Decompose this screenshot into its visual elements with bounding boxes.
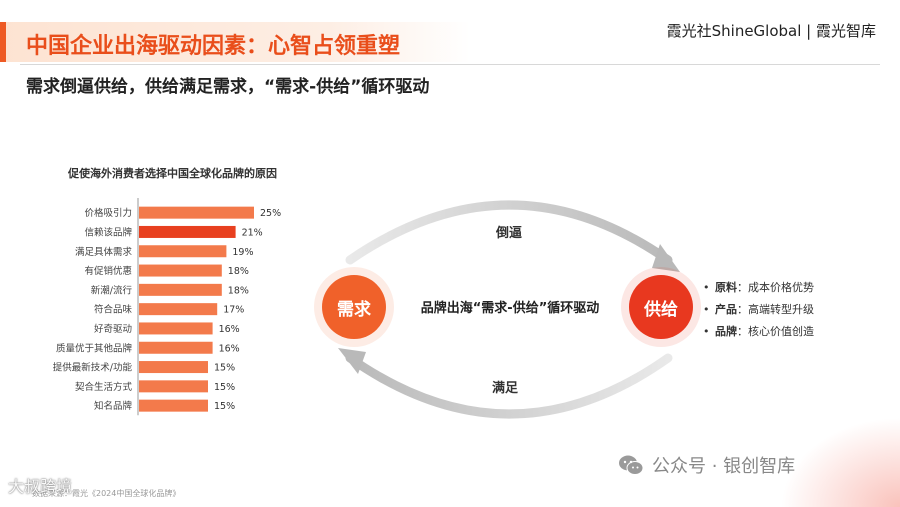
category-label: 符合品味 bbox=[94, 304, 133, 316]
bar bbox=[139, 206, 254, 219]
category-label: 新潮/流行 bbox=[91, 284, 133, 296]
category-label: 价格吸引力 bbox=[84, 207, 132, 219]
value-label: 21% bbox=[242, 227, 263, 238]
bar bbox=[139, 225, 236, 238]
category-label: 质量优于其他品牌 bbox=[56, 342, 133, 354]
category-label: 信赖该品牌 bbox=[84, 226, 132, 238]
value-label: 19% bbox=[232, 247, 253, 258]
bar bbox=[139, 303, 218, 316]
supply-point: • 原料：成本价格优势 bbox=[703, 281, 814, 294]
top-arrow-label: 倒逼 bbox=[496, 226, 523, 241]
category-label: 满足具体需求 bbox=[75, 246, 133, 258]
demand-supply-cycle: 需求 供给 品牌出海“需求-供给”循环驱动 倒逼 满足 bbox=[300, 180, 720, 440]
value-label: 15% bbox=[214, 401, 235, 412]
value-label: 18% bbox=[228, 266, 249, 277]
category-label: 契合生活方式 bbox=[75, 381, 133, 393]
bottom-arrow-label: 满足 bbox=[492, 381, 519, 396]
bar bbox=[139, 283, 222, 296]
cycle-center-label: 品牌出海“需求-供给”循环驱动 bbox=[420, 301, 600, 316]
bottom-arc-arrow bbox=[345, 353, 673, 419]
value-label: 18% bbox=[228, 285, 249, 296]
category-label: 提供最新技术/功能 bbox=[53, 362, 133, 374]
value-label: 15% bbox=[214, 363, 235, 374]
value-label: 25% bbox=[260, 208, 281, 219]
data-source-note: 数据来源：霞光《2024中国全球化品牌》 bbox=[32, 489, 181, 498]
bar bbox=[139, 322, 213, 335]
bar bbox=[139, 361, 208, 374]
supply-circle: 供给 bbox=[629, 275, 693, 339]
top-arrow-head bbox=[652, 244, 680, 272]
title-banner bbox=[0, 22, 470, 62]
value-label: 16% bbox=[219, 343, 240, 354]
corner-decoration bbox=[780, 417, 900, 507]
header-divider bbox=[20, 64, 880, 65]
bar bbox=[139, 264, 222, 277]
bar bbox=[139, 341, 213, 354]
value-label: 16% bbox=[219, 324, 240, 335]
chart-title: 促使海外消费者选择中国全球化品牌的原因 bbox=[68, 167, 277, 180]
watermark-right: 公众号 · 银创智库 bbox=[618, 452, 795, 478]
title-accent-bar bbox=[0, 22, 6, 62]
page-subtitle: 需求倒逼供给，供给满足需求，“需求-供给”循环驱动 bbox=[26, 77, 430, 97]
top-arc-arrow bbox=[345, 200, 673, 265]
cycle-arrows bbox=[338, 200, 680, 419]
supply-point: • 品牌：核心价值创造 bbox=[703, 325, 814, 338]
category-label: 好奇驱动 bbox=[94, 323, 132, 335]
page-title: 中国企业出海驱动因素：心智占领重塑 bbox=[26, 34, 401, 59]
brand-logo-text: 霞光社ShineGlobal | 霞光智库 bbox=[666, 22, 876, 40]
supply-point: • 产品：高端转型升级 bbox=[703, 303, 814, 316]
watermark-left: 大叔跨境 bbox=[8, 477, 73, 496]
value-label: 15% bbox=[214, 382, 235, 393]
category-label: 有促销优惠 bbox=[84, 265, 132, 277]
bottom-arrow-head bbox=[338, 348, 366, 374]
bar-chart: 价格吸引力 25% 信赖该品牌 21% 满足具体需求 19% 有促销优惠 18% 新潮/流行 18… bbox=[53, 198, 281, 416]
bar bbox=[139, 380, 208, 393]
category-label: 知名品牌 bbox=[94, 400, 133, 412]
demand-circle: 需求 bbox=[322, 275, 386, 339]
bar bbox=[139, 245, 227, 258]
value-label: 17% bbox=[223, 305, 244, 316]
supply-points-list: • 原料：成本价格优势 • 产品：高端转型升级 • 品牌：核心价值创造 bbox=[703, 279, 814, 345]
bar bbox=[139, 399, 208, 412]
wechat-icon bbox=[619, 455, 644, 475]
